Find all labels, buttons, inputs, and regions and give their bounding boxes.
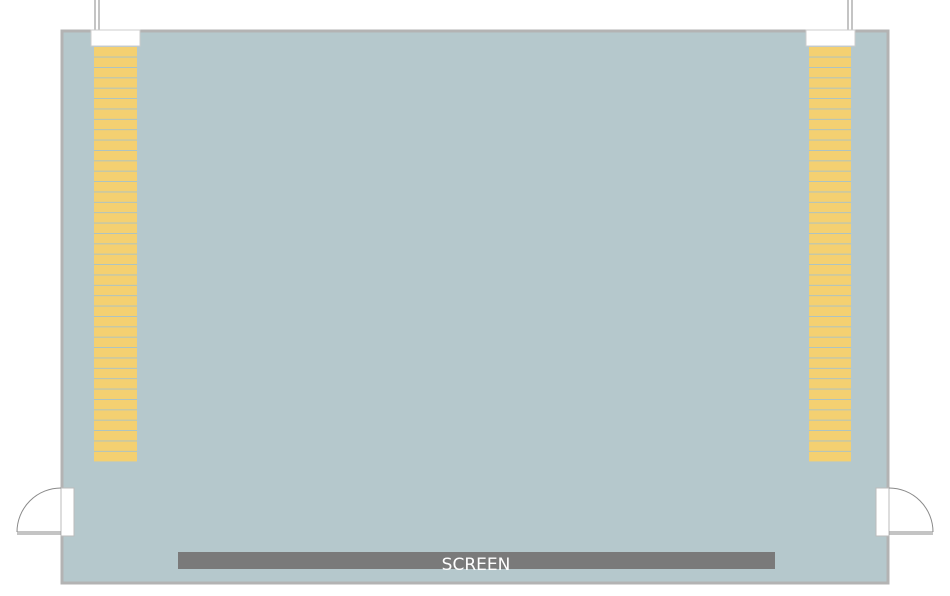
left-seat-row	[94, 337, 137, 348]
top-right-opening	[805, 29, 856, 47]
left-seat-row	[94, 57, 137, 68]
right-seat-row	[809, 78, 851, 88]
right-seat-row	[809, 119, 851, 130]
right-seat-row	[809, 441, 851, 452]
right-seat-row	[809, 140, 851, 151]
left-seat-row	[94, 306, 137, 317]
right-seat-row	[809, 161, 851, 171]
right-seat-row	[809, 368, 851, 379]
left-seat-row	[94, 254, 137, 265]
left-seat-row	[94, 358, 137, 369]
left-seat-row	[94, 88, 137, 99]
left-seat-row	[94, 410, 137, 420]
left-seat-row	[94, 78, 137, 88]
right-door[interactable]	[875, 487, 934, 537]
left-seat-row	[94, 244, 137, 254]
right-seat-row	[809, 223, 851, 234]
right-seat-row	[809, 98, 851, 109]
right-seating-block	[809, 47, 851, 462]
right-seat-row	[809, 358, 851, 369]
left-door-swing-arc	[16, 487, 62, 533]
left-seat-row	[94, 316, 137, 327]
left-seat-row	[94, 223, 137, 234]
right-seat-row	[809, 171, 851, 182]
right-door-swing-arc	[888, 487, 934, 533]
right-seat-row	[809, 254, 851, 265]
right-door-jamb	[875, 487, 890, 537]
right-seat-row	[809, 202, 851, 213]
top-left-opening	[90, 29, 141, 47]
left-door[interactable]	[16, 487, 75, 537]
left-seat-row	[94, 379, 137, 389]
right-seat-row	[809, 275, 851, 286]
left-seat-row	[94, 202, 137, 213]
right-seat-row	[809, 306, 851, 317]
left-seating-block	[94, 47, 137, 462]
left-seat-row	[94, 119, 137, 130]
right-seat-row	[809, 285, 851, 296]
left-seat-row	[94, 389, 137, 400]
right-seat-row	[809, 296, 851, 306]
left-seat-row	[94, 67, 137, 78]
left-seat-row	[94, 181, 137, 192]
right-seat-row	[809, 337, 851, 348]
right-seat-row	[809, 57, 851, 68]
right-seat-row	[809, 181, 851, 192]
left-seat-row	[94, 430, 137, 441]
left-seat-row	[94, 98, 137, 109]
left-seat-row	[94, 140, 137, 151]
right-seat-row	[809, 213, 851, 223]
left-seat-row	[94, 285, 137, 296]
room-floor	[60, 29, 890, 585]
screen-label: SCREEN	[442, 555, 511, 575]
left-seat-row	[94, 161, 137, 171]
right-seat-row	[809, 109, 851, 120]
right-seat-row	[809, 399, 851, 410]
left-seat-row	[94, 347, 137, 358]
right-seat-row	[809, 264, 851, 275]
right-seat-row	[809, 233, 851, 244]
right-seat-row	[809, 451, 851, 462]
right-seat-row	[809, 67, 851, 78]
right-seat-row	[809, 316, 851, 327]
right-seat-row	[809, 389, 851, 400]
left-seat-row	[94, 192, 137, 203]
left-seat-row	[94, 233, 137, 244]
right-seat-row	[809, 88, 851, 99]
left-seat-row	[94, 264, 137, 275]
left-seat-row	[94, 441, 137, 452]
left-seat-row	[94, 327, 137, 337]
right-seat-row	[809, 244, 851, 254]
projection-screen	[178, 552, 775, 569]
left-seat-row	[94, 275, 137, 286]
right-seat-row	[809, 327, 851, 337]
left-seat-row	[94, 130, 137, 140]
left-seat-row	[94, 171, 137, 182]
right-seat-row	[809, 410, 851, 420]
right-seat-row	[809, 47, 851, 57]
left-seat-row	[94, 399, 137, 410]
left-seat-row	[94, 296, 137, 306]
left-door-jamb	[60, 487, 75, 537]
right-seat-row	[809, 379, 851, 389]
left-seat-row	[94, 47, 137, 57]
left-seat-row	[94, 420, 137, 431]
right-seat-row	[809, 420, 851, 431]
right-seat-row	[809, 130, 851, 140]
left-seat-row	[94, 368, 137, 379]
right-seat-row	[809, 192, 851, 203]
right-seat-row	[809, 150, 851, 161]
left-seat-row	[94, 451, 137, 462]
left-seat-row	[94, 150, 137, 161]
left-seat-row	[94, 213, 137, 223]
left-seat-row	[94, 109, 137, 120]
right-seat-row	[809, 430, 851, 441]
right-seat-row	[809, 347, 851, 358]
